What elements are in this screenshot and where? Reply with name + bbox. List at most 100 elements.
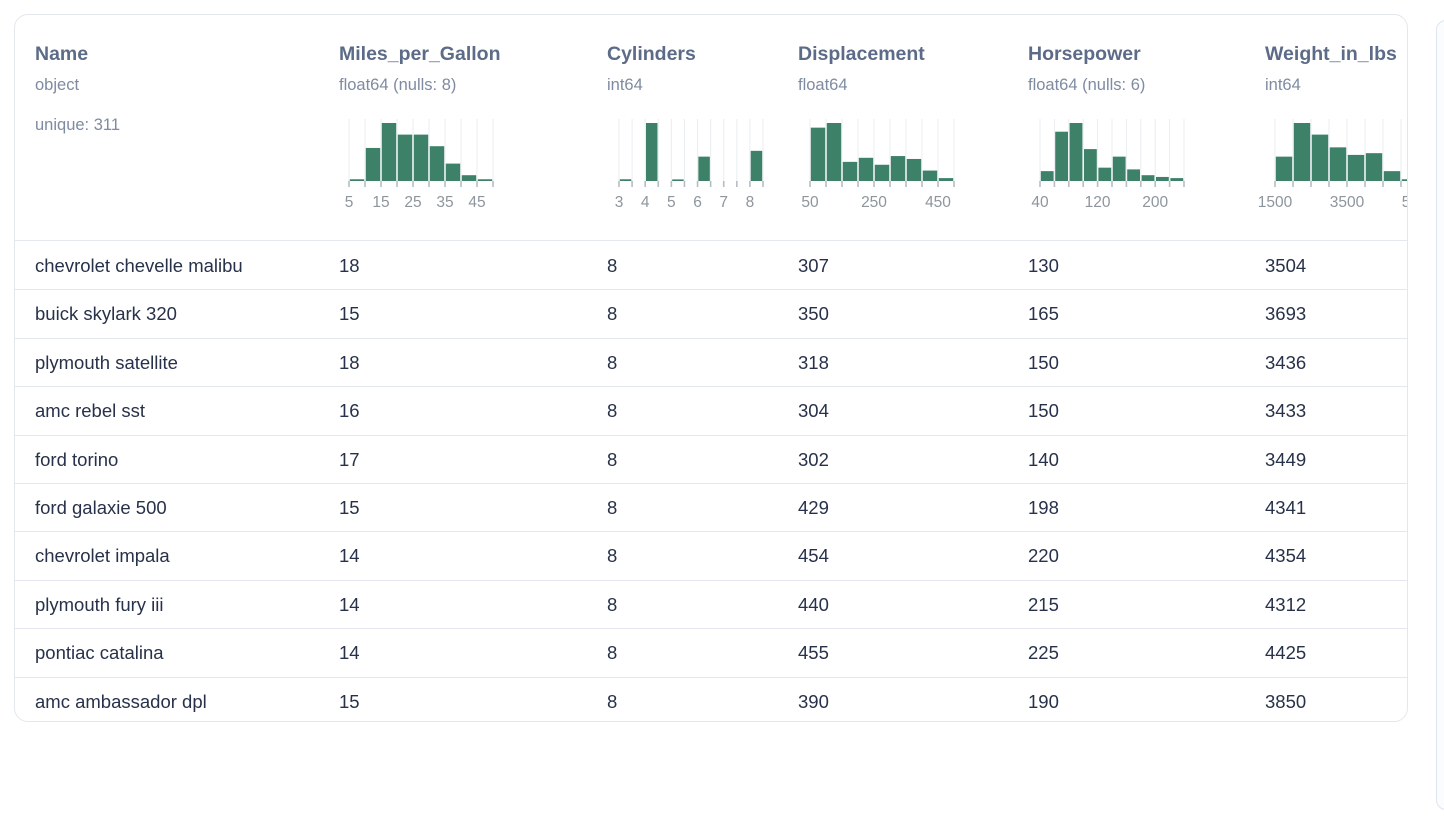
table-row[interactable]: amc ambassador dpl 15 8 390 190 3850 — [15, 677, 1407, 721]
table-cell: chevrolet chevelle malibu — [35, 255, 243, 276]
table-cell: buick skylark 320 — [35, 303, 177, 325]
histogram-bar — [477, 179, 493, 181]
table-cell: 8 — [607, 545, 618, 567]
histogram-bar — [1329, 147, 1347, 181]
table-row[interactable]: buick skylark 320 15 8 350 165 3693 — [15, 290, 1407, 339]
column-histogram[interactable]: 40 120 200 — [1031, 117, 1192, 213]
table-cell: 15 — [339, 303, 360, 325]
table-cell: 350 — [798, 303, 829, 325]
table-row[interactable]: chevrolet impala 14 8 454 220 4354 — [15, 532, 1407, 581]
column-histogram[interactable]: 1500 3500 5500 — [1258, 117, 1408, 213]
table-cell: 15 — [339, 496, 360, 518]
histogram-tick-label: 40 — [1031, 194, 1049, 211]
column-dtype: float64 — [798, 76, 848, 94]
table-cell: 18 — [339, 255, 360, 276]
histogram-tick-label: 3500 — [1330, 194, 1365, 211]
table-cell: amc rebel sst — [35, 400, 146, 422]
table-cell: 190 — [1028, 690, 1059, 712]
histogram-tick-label: 7 — [719, 194, 728, 211]
column-histogram[interactable]: 5 15 25 35 45 — [341, 117, 501, 213]
table-cell: ford torino — [35, 448, 119, 470]
column-dtype: float64 (nulls: 8) — [339, 76, 457, 94]
histogram-tick-label: 450 — [925, 194, 951, 211]
histogram-bar — [445, 163, 461, 181]
table-cell: 8 — [607, 642, 618, 664]
histogram-bar — [810, 127, 826, 181]
table-cell: 14 — [339, 593, 360, 615]
table-row[interactable]: plymouth fury iii 14 8 440 215 4312 — [15, 580, 1407, 630]
histogram-bar — [413, 134, 429, 181]
histogram-bar — [1098, 167, 1112, 181]
table-cell: 455 — [798, 642, 829, 664]
histogram-bar — [1084, 149, 1097, 181]
table-cell: 3504 — [1265, 255, 1307, 276]
histogram-bar — [698, 156, 710, 181]
histogram-tick-label: 45 — [468, 194, 485, 211]
table-cell: 3449 — [1265, 448, 1307, 470]
histogram-tick-label: 5 — [345, 194, 354, 211]
table-footer: 406 rows, 9 columns « ‹ Page 1 of 41 › »… — [0, 722, 1444, 816]
histogram-bar — [1069, 123, 1083, 181]
table-row[interactable]: amc rebel sst 16 8 304 150 3433 — [15, 387, 1407, 436]
histogram-bar — [1040, 171, 1054, 181]
column-name[interactable]: Weight_in_lbs — [1265, 43, 1397, 65]
table-cell: 3693 — [1265, 303, 1307, 325]
histogram-tick-label: 3 — [615, 194, 624, 211]
table-cell: 8 — [607, 593, 618, 615]
table-row[interactable]: ford galaxie 500 15 8 429 198 4341 — [15, 483, 1407, 533]
column-histogram[interactable]: 50 250 450 — [801, 117, 962, 213]
table-cell: 225 — [1028, 642, 1059, 664]
table-cell: 8 — [607, 400, 618, 422]
histogram-tick-label: 4 — [641, 194, 650, 211]
column-name[interactable]: Displacement — [798, 43, 925, 65]
table-cell: 4341 — [1265, 496, 1307, 518]
table-cell: 390 — [798, 690, 829, 712]
histogram-bar — [826, 123, 842, 181]
histogram-tick-label: 5500 — [1402, 194, 1408, 211]
table-cell: chevrolet impala — [35, 545, 170, 567]
table-cell: 8 — [607, 496, 618, 518]
column-name[interactable]: Horsepower — [1028, 43, 1141, 65]
column-name[interactable]: Cylinders — [607, 43, 696, 65]
histogram-bar — [1311, 134, 1329, 181]
table-row[interactable]: ford torino 17 8 302 140 3449 — [15, 435, 1407, 484]
histogram-bar — [1401, 179, 1407, 181]
histogram-tick-label: 50 — [801, 194, 819, 211]
table-cell: 215 — [1028, 593, 1059, 615]
column-dtype: int64 — [1265, 76, 1301, 94]
histogram-bar — [619, 179, 632, 181]
table-cell: 150 — [1028, 351, 1059, 373]
table-cell: 8 — [607, 303, 618, 325]
histogram-bar — [381, 123, 397, 181]
histogram-bar — [1365, 153, 1383, 181]
table-row[interactable]: pontiac catalina 14 8 455 225 4425 — [15, 629, 1407, 678]
table-cell: 3436 — [1265, 351, 1307, 373]
histogram-bar — [842, 161, 858, 181]
table-cell: pontiac catalina — [35, 642, 164, 664]
data-table-card: Name object unique: 311 Miles_per_Gallon flo… — [14, 14, 1408, 722]
histogram-bar — [1170, 178, 1184, 181]
histogram-tick-label: 120 — [1085, 194, 1111, 211]
table-cell: 302 — [798, 448, 829, 470]
histogram-tick-label: 5 — [667, 194, 676, 211]
histogram-bar — [1156, 176, 1169, 181]
table-row[interactable]: chevrolet chevelle malibu 18 8 307 130 3504 — [15, 242, 1407, 291]
table-cell: 140 — [1028, 448, 1059, 470]
table-cell: 15 — [339, 690, 360, 712]
table-row[interactable]: plymouth satellite 18 8 318 150 3436 — [15, 338, 1407, 388]
column-name[interactable]: Name — [35, 43, 89, 65]
column-name[interactable]: Miles_per_Gallon — [339, 43, 501, 65]
table-cell: 318 — [798, 351, 829, 373]
table-cell: 4425 — [1265, 642, 1307, 664]
histogram-bar — [349, 179, 365, 181]
histogram-bar — [1055, 131, 1068, 181]
table-cell: 429 — [798, 496, 829, 518]
table-cell: 8 — [607, 690, 618, 712]
histogram-bar — [1112, 156, 1126, 181]
histogram-bar — [645, 123, 658, 181]
table-cell: 18 — [339, 351, 360, 373]
table-cell: 8 — [607, 351, 618, 373]
table-cell: 16 — [339, 400, 360, 422]
table-cell: 17 — [339, 448, 360, 470]
